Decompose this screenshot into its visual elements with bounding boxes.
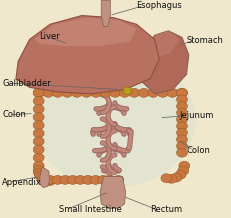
Ellipse shape	[176, 115, 187, 124]
Ellipse shape	[36, 172, 46, 181]
Text: Appendix: Appendix	[2, 178, 42, 187]
Ellipse shape	[42, 176, 53, 185]
Ellipse shape	[176, 88, 187, 97]
Ellipse shape	[33, 161, 44, 170]
Ellipse shape	[97, 175, 108, 184]
Ellipse shape	[160, 174, 171, 183]
Text: Gallbladder: Gallbladder	[2, 78, 51, 88]
Text: Liver: Liver	[39, 32, 59, 41]
Ellipse shape	[122, 87, 131, 94]
Ellipse shape	[112, 175, 123, 184]
Polygon shape	[147, 31, 179, 59]
Ellipse shape	[81, 88, 91, 97]
Polygon shape	[101, 0, 110, 26]
Ellipse shape	[176, 142, 187, 150]
Ellipse shape	[34, 170, 45, 179]
Text: Rectum: Rectum	[149, 205, 182, 214]
Ellipse shape	[119, 88, 130, 97]
Ellipse shape	[176, 128, 187, 137]
Polygon shape	[40, 167, 49, 187]
Ellipse shape	[176, 148, 187, 157]
Ellipse shape	[67, 175, 78, 184]
Ellipse shape	[33, 88, 44, 97]
Ellipse shape	[37, 174, 48, 183]
Ellipse shape	[33, 88, 44, 97]
Ellipse shape	[60, 175, 70, 184]
Ellipse shape	[33, 153, 44, 162]
Ellipse shape	[33, 145, 44, 154]
Ellipse shape	[71, 88, 82, 97]
Ellipse shape	[176, 135, 187, 144]
Ellipse shape	[176, 88, 187, 97]
Ellipse shape	[33, 121, 44, 130]
Ellipse shape	[33, 105, 44, 114]
Ellipse shape	[178, 161, 189, 170]
Ellipse shape	[165, 174, 176, 183]
Ellipse shape	[138, 88, 149, 97]
Ellipse shape	[52, 88, 63, 97]
Polygon shape	[140, 31, 188, 94]
Ellipse shape	[100, 88, 111, 97]
Ellipse shape	[176, 122, 187, 131]
Ellipse shape	[52, 175, 63, 184]
Ellipse shape	[147, 88, 158, 97]
Ellipse shape	[82, 175, 93, 184]
Ellipse shape	[43, 88, 53, 97]
Ellipse shape	[40, 175, 50, 184]
Ellipse shape	[176, 95, 187, 104]
Text: Esophagus: Esophagus	[136, 1, 182, 10]
Text: Stomach: Stomach	[186, 36, 222, 45]
Ellipse shape	[90, 88, 101, 97]
Ellipse shape	[176, 108, 187, 117]
Ellipse shape	[33, 166, 44, 175]
Polygon shape	[34, 18, 136, 46]
Ellipse shape	[33, 168, 44, 177]
Ellipse shape	[44, 177, 55, 186]
Ellipse shape	[44, 175, 55, 184]
Text: Colon: Colon	[2, 110, 26, 119]
Ellipse shape	[62, 88, 73, 97]
Ellipse shape	[128, 88, 139, 97]
Ellipse shape	[33, 113, 44, 122]
Ellipse shape	[75, 175, 85, 184]
Ellipse shape	[109, 88, 120, 97]
Ellipse shape	[33, 129, 44, 138]
Ellipse shape	[90, 175, 100, 184]
Ellipse shape	[33, 137, 44, 146]
Ellipse shape	[174, 170, 185, 179]
Text: Jejunum: Jejunum	[179, 111, 213, 120]
Ellipse shape	[32, 53, 195, 187]
Ellipse shape	[177, 166, 188, 175]
Text: Colon: Colon	[186, 146, 210, 155]
Ellipse shape	[170, 173, 181, 182]
Text: Small Intestine: Small Intestine	[59, 205, 122, 214]
Ellipse shape	[166, 88, 177, 97]
Ellipse shape	[105, 175, 116, 184]
Polygon shape	[100, 177, 125, 208]
Ellipse shape	[157, 88, 168, 97]
Ellipse shape	[33, 97, 44, 105]
Ellipse shape	[176, 102, 187, 111]
Polygon shape	[16, 15, 158, 94]
